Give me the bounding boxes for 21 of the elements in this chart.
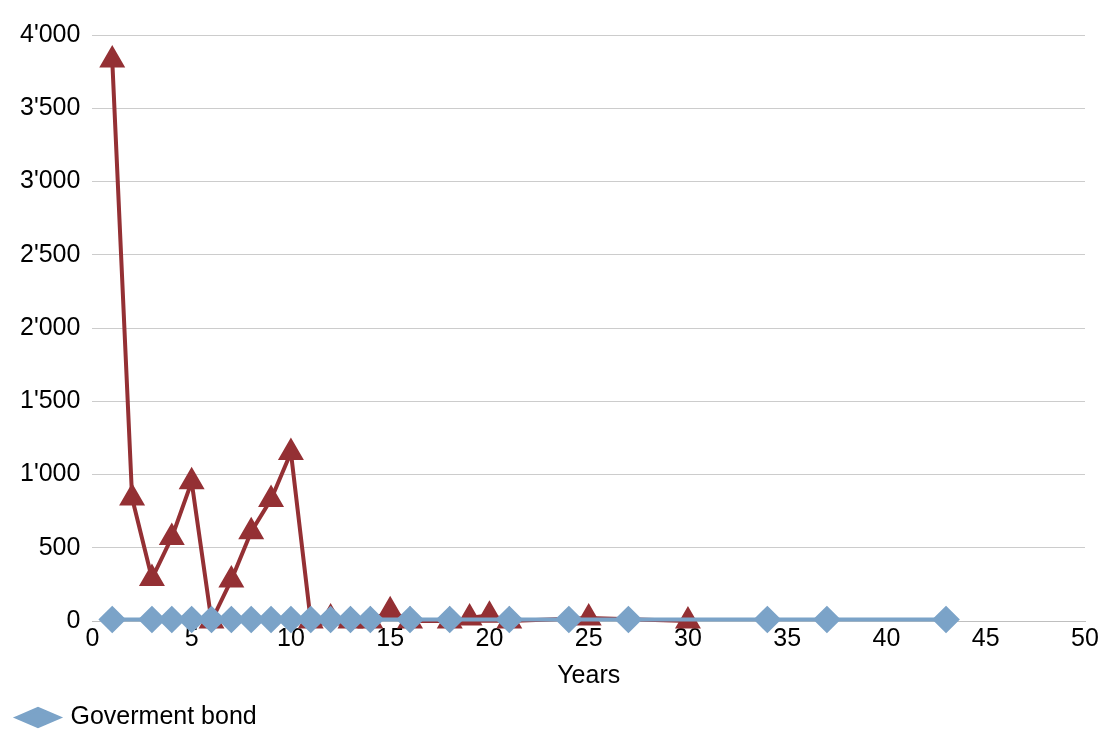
x-tick-label: 40 [872, 622, 901, 651]
y-tick-label: 1'500 [20, 385, 81, 414]
x-tick-label: 35 [773, 622, 802, 651]
x-tick-label: 45 [971, 622, 1000, 651]
x-tick-label: 10 [277, 622, 305, 651]
x-axis-title: Years [557, 659, 621, 688]
y-tick-label: 2'000 [20, 311, 81, 340]
x-tick-label: 25 [574, 622, 603, 651]
x-tick-label: 20 [475, 622, 504, 651]
x-tick-label: 0 [85, 622, 100, 651]
y-tick-label: 3'000 [20, 165, 81, 194]
x-tick-label: 50 [1071, 622, 1099, 651]
x-tick-label: 30 [674, 622, 702, 651]
legend-label: Goverment bond [70, 701, 257, 730]
y-tick-label: 2'500 [20, 238, 81, 267]
y-tick-label: 500 [38, 531, 81, 560]
x-tick-label: 15 [376, 622, 405, 651]
y-tick-label: 1'000 [20, 458, 81, 487]
y-tick-label: 0 [66, 604, 81, 633]
y-tick-label: 3'500 [20, 92, 81, 121]
y-tick-label: 4'000 [20, 18, 81, 47]
